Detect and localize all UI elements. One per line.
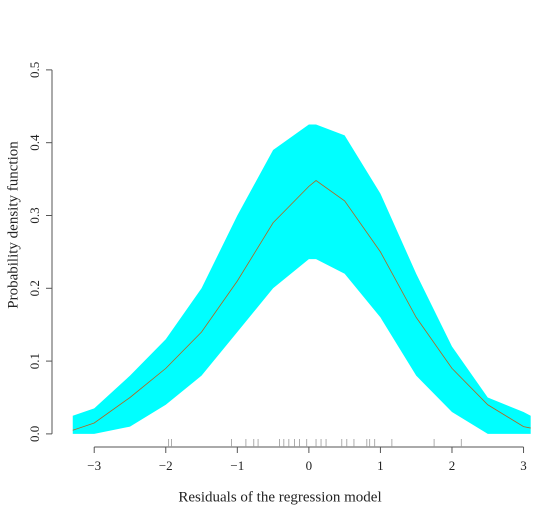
y-tick-label: 0.0 (27, 426, 42, 442)
y-axis-label: Probability density function (5, 141, 21, 309)
density-line (72, 180, 531, 431)
x-tick-label: 2 (449, 458, 456, 473)
x-tick-label: −3 (87, 458, 101, 473)
x-axis-label: Residuals of the regression model (178, 489, 381, 505)
confidence-band (72, 124, 531, 434)
y-tick-label: 0.3 (27, 207, 42, 223)
y-tick-label: 0.4 (27, 134, 42, 151)
x-tick-label: 1 (377, 458, 384, 473)
x-tick-label: −2 (159, 458, 173, 473)
y-tick-label: 0.2 (27, 280, 42, 296)
y-tick-label: 0.5 (27, 62, 42, 78)
x-tick-label: 0 (306, 458, 313, 473)
x-tick-label: −1 (230, 458, 244, 473)
x-tick-label: 3 (520, 458, 527, 473)
y-tick-label: 0.1 (27, 353, 42, 369)
